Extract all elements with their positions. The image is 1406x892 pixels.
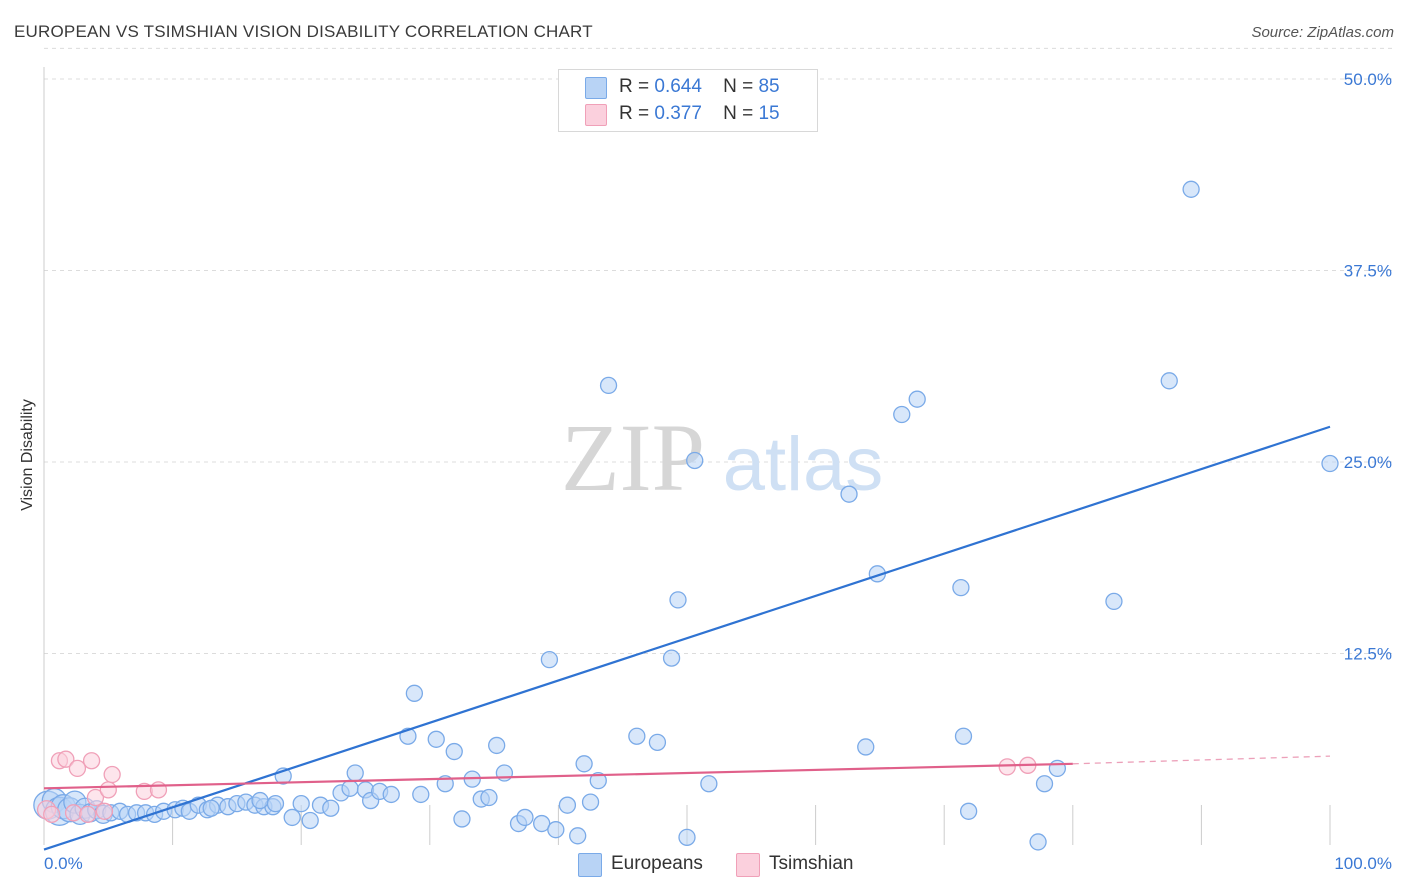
europeans-point: [581, 793, 600, 811]
europeans-point: [480, 788, 498, 807]
y-tick-label: 12.5%: [1344, 645, 1392, 664]
europeans-point: [840, 485, 858, 503]
europeans-point: [686, 451, 704, 470]
tsimshian-point: [82, 752, 101, 770]
watermark-atlas: atlas: [723, 422, 884, 507]
tsimshian-point: [86, 788, 105, 807]
tsimshian-point: [149, 781, 168, 799]
europeans-point: [547, 821, 565, 839]
europeans-point: [1182, 180, 1200, 198]
r-label: R =: [619, 103, 650, 124]
europeans-point: [669, 591, 687, 609]
europeans-point: [648, 733, 667, 752]
europeans-point: [1029, 833, 1047, 851]
europeans-legend-swatch: [578, 853, 602, 877]
tick-label-layer: 12.5% 25.0% 37.5% 50.0% 0.0% 100.0%: [44, 70, 1392, 873]
europeans-point: [589, 772, 607, 790]
europeans-point: [569, 827, 587, 845]
n-label: N =: [723, 76, 754, 97]
europeans-point: [322, 799, 340, 817]
europeans-point: [954, 727, 973, 745]
europeans-point: [202, 799, 220, 817]
europeans-point: [908, 390, 926, 408]
tsimshian-point: [43, 805, 61, 824]
grid-layer: [44, 47, 1394, 654]
europeans-point: [292, 794, 310, 813]
europeans-point: [599, 376, 618, 395]
europeans-legend-label: Europeans: [611, 853, 703, 874]
europeans-point: [266, 794, 285, 813]
trend-layer: [43, 425, 1331, 851]
chart-title: EUROPEAN VS TSIMSHIAN VISION DISABILITY …: [14, 22, 593, 41]
europeans-point: [700, 775, 718, 793]
x-tick-label: 100.0%: [1334, 854, 1392, 873]
europeans-point: [575, 755, 593, 773]
europeans-point: [893, 405, 911, 424]
tsimshian-trend-line: [43, 762, 1073, 790]
tsimshian-point: [64, 804, 83, 822]
europeans-trend-line: [43, 425, 1331, 851]
europeans-point: [558, 796, 577, 814]
x-tick-label: 0.0%: [44, 854, 83, 873]
y-tick-label: 37.5%: [1344, 262, 1392, 281]
europeans-point: [959, 802, 978, 820]
y-tick-label: 50.0%: [1344, 70, 1392, 89]
points-layer: [33, 180, 1339, 851]
europeans-swatch: [585, 77, 607, 99]
tsimshian-trend-extension: [1072, 755, 1331, 765]
n-value: 85: [758, 76, 780, 97]
tsimshian-point: [95, 802, 114, 820]
europeans-point: [405, 684, 424, 702]
europeans-point: [628, 727, 646, 745]
europeans-point: [1048, 759, 1067, 778]
tsimshian-point: [68, 759, 87, 778]
r-value: 0.377: [654, 103, 702, 124]
tsimshian-point: [99, 781, 117, 799]
europeans-point: [445, 742, 463, 761]
n-label: N =: [723, 103, 754, 124]
europeans-point: [1321, 454, 1339, 473]
r-value: 0.644: [654, 76, 702, 97]
stats-legend: R = 0.644 N = 85 R = 0.377 N = 15: [558, 69, 818, 132]
tsimshian-legend-swatch: [736, 853, 760, 877]
europeans-point: [533, 814, 551, 833]
y-tick-label: 25.0%: [1344, 453, 1392, 472]
europeans-point: [1035, 775, 1054, 793]
europeans-point: [1105, 592, 1123, 611]
europeans-point: [678, 828, 696, 846]
europeans-point: [952, 578, 970, 597]
tsimshian-point: [103, 765, 121, 784]
tsimshian-swatch: [585, 104, 607, 126]
europeans-point: [382, 785, 400, 804]
tsimshian-legend-label: Tsimshian: [769, 853, 854, 874]
y-axis-label: Vision Disability: [19, 399, 36, 511]
europeans-point: [453, 810, 471, 828]
tsimshian-point: [79, 805, 97, 824]
axis-layer: [43, 67, 1331, 845]
europeans-point: [495, 764, 514, 782]
n-value: 15: [758, 103, 780, 124]
europeans-point: [427, 730, 445, 748]
tsimshian-point: [998, 758, 1016, 776]
europeans-point: [301, 811, 319, 830]
europeans-point: [540, 650, 559, 669]
europeans-point: [488, 736, 506, 755]
watermark-zip: ZIP: [561, 404, 705, 511]
r-label: R =: [619, 76, 650, 97]
europeans-point: [1160, 372, 1178, 390]
europeans-point: [346, 764, 364, 782]
europeans-point: [341, 779, 359, 797]
europeans-point: [516, 808, 534, 827]
europeans-point: [857, 738, 875, 756]
tsimshian-point: [57, 750, 75, 768]
europeans-point: [283, 808, 301, 827]
europeans-point: [412, 785, 430, 804]
europeans-point: [662, 649, 681, 667]
europeans-point: [251, 791, 269, 810]
source-label: Source: ZipAtlas.com: [1251, 24, 1394, 41]
